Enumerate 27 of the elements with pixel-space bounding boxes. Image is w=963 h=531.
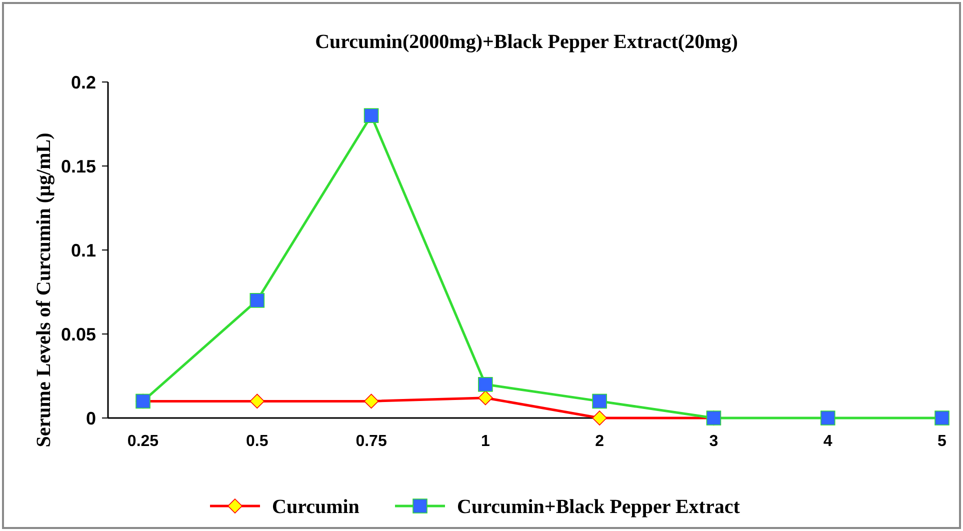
y-tick-label: 0.2 bbox=[70, 72, 96, 92]
x-tick-label: 1 bbox=[480, 433, 490, 450]
x-tick-label: 3 bbox=[709, 433, 718, 450]
y-tick-label: 0.15 bbox=[60, 156, 96, 176]
point bbox=[364, 108, 379, 123]
point bbox=[250, 293, 265, 308]
point bbox=[820, 410, 836, 426]
y-tick-label: 0 bbox=[86, 408, 96, 428]
point bbox=[934, 410, 950, 426]
x-tick-label: 0.25 bbox=[127, 433, 159, 450]
y-axis-title: Serume Levels of Curcumin (µg/mL) bbox=[33, 132, 55, 448]
x-tick-label: 4 bbox=[823, 433, 832, 450]
point bbox=[478, 377, 493, 392]
y-tick-label: 0.05 bbox=[60, 324, 96, 344]
point bbox=[364, 394, 379, 409]
x-tick-label: 0.5 bbox=[246, 433, 268, 450]
point bbox=[592, 410, 607, 426]
x-tick-label: 5 bbox=[938, 433, 947, 450]
legend-label: Curcumin+Black Pepper Extract bbox=[457, 496, 740, 518]
x-tick-label: 2 bbox=[595, 433, 604, 450]
legend-label: Curcumin bbox=[272, 496, 360, 518]
point bbox=[478, 390, 493, 406]
point bbox=[592, 394, 607, 409]
chart-title: Curcumin(2000mg)+Black Pepper Extract(20mg) bbox=[315, 31, 738, 53]
y-tick-label: 0.1 bbox=[70, 240, 96, 260]
x-tick-label: 0.75 bbox=[356, 433, 387, 450]
point bbox=[250, 394, 265, 409]
